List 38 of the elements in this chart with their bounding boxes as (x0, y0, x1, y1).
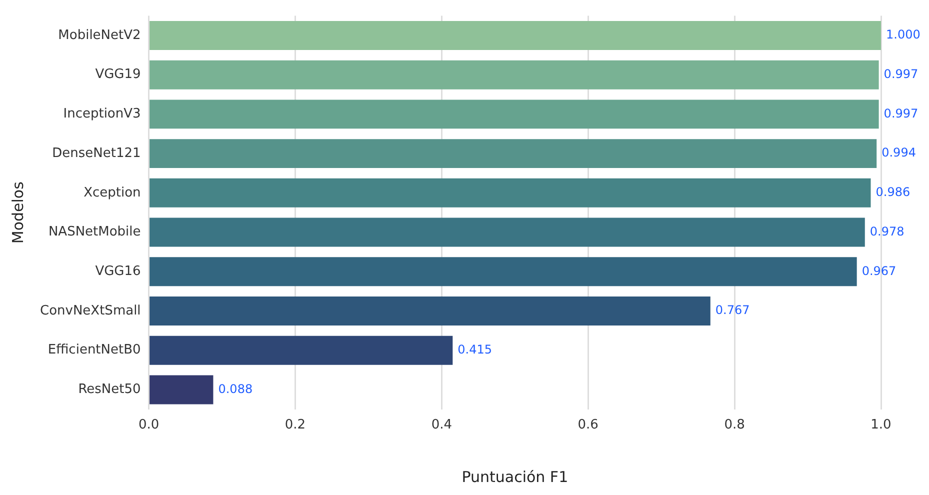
x-tick-label: 0.0 (138, 418, 160, 433)
x-tick-label: 0.2 (284, 418, 306, 433)
bar (150, 178, 871, 208)
bar (150, 336, 453, 365)
data-label: 0.088 (218, 382, 253, 396)
data-label: 0.994 (882, 146, 916, 160)
y-tick-label: ResNet50 (78, 382, 141, 398)
data-label: 1.000 (886, 28, 920, 42)
y-tick-label: MobileNetV2 (58, 28, 141, 43)
y-tick-label: InceptionV3 (63, 106, 141, 122)
bar (150, 257, 857, 286)
data-label: 0.997 (884, 66, 918, 81)
data-label: 0.986 (876, 185, 910, 200)
bar (150, 296, 710, 326)
x-tick-label: 0.8 (724, 418, 745, 433)
y-tick-label: VGG16 (95, 264, 141, 280)
data-label: 0.997 (884, 106, 918, 120)
bar (150, 218, 865, 247)
x-axis-title: Puntuación F1 (462, 468, 568, 486)
x-tick-label: 1.0 (870, 418, 892, 433)
y-axis-title: Modelos (8, 181, 27, 244)
y-tick-label: EfficientNetB0 (48, 342, 141, 358)
bar (150, 100, 879, 129)
x-tick-label: 0.4 (431, 418, 452, 433)
bar (150, 60, 879, 90)
y-tick-label: Xception (84, 185, 141, 200)
y-tick-label: NASNetMobile (48, 224, 141, 240)
data-label: 0.978 (870, 224, 904, 238)
y-tick-label: ConvNeXtSmall (40, 303, 141, 318)
y-tick-label: DenseNet121 (52, 146, 141, 161)
bar (150, 139, 877, 168)
y-tick-label: VGG19 (95, 67, 141, 82)
bar (150, 375, 214, 404)
data-label: 0.767 (715, 303, 750, 318)
x-tick-label: 0.6 (578, 418, 598, 433)
data-label: 0.967 (862, 264, 896, 278)
bar (150, 20, 881, 50)
data-label: 0.415 (458, 342, 492, 356)
